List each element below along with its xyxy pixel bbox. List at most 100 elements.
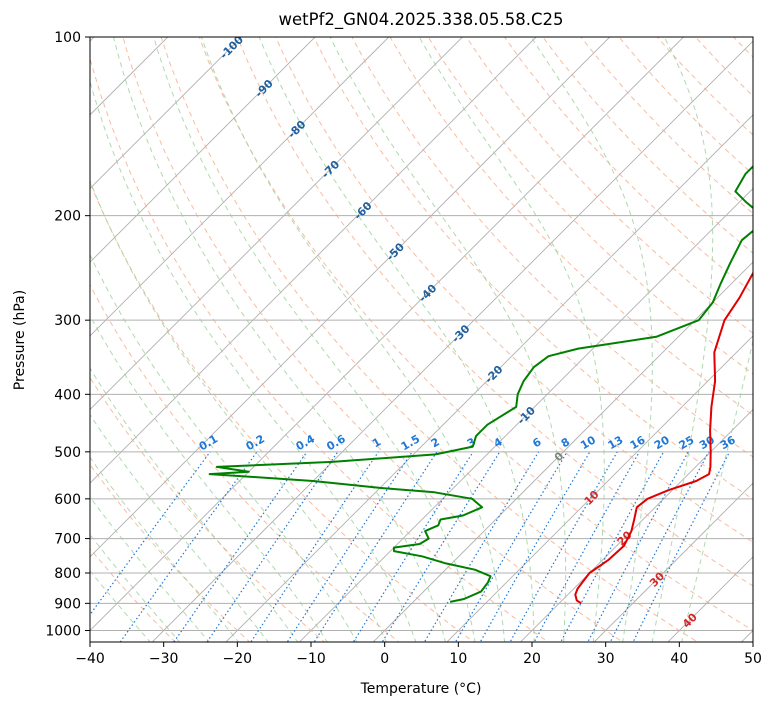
chart-title: wetPf2_GN04.2025.338.05.58.C25	[279, 10, 564, 30]
x-tick-label: −30	[149, 651, 179, 667]
mixing-ratio-line	[286, 451, 413, 642]
y-tick-label: 100	[54, 30, 81, 46]
y-tick-label: 500	[54, 445, 81, 461]
mixing-ratio-label: 8	[559, 435, 572, 450]
mixing-ratio-label: 30	[697, 433, 717, 452]
moist-adiabat-line	[200, 37, 506, 642]
isotherm-line	[90, 37, 464, 411]
temperature-line	[574, 271, 753, 605]
isotherm-line	[446, 335, 753, 642]
isotherm-line	[90, 37, 537, 484]
moist-adiabat-line	[90, 413, 269, 642]
mixing-ratio-line	[533, 451, 640, 642]
moist-adiabat-line	[90, 570, 151, 642]
y-tick-label: 600	[54, 492, 81, 508]
isotherm-line	[90, 37, 390, 337]
x-tick-label: 0	[380, 651, 389, 667]
mixing-ratio-label: 16	[628, 433, 648, 452]
mixing-ratio-label: 6	[530, 435, 543, 450]
mixing-ratio-line	[119, 451, 258, 642]
mixing-ratio-label: 1	[370, 435, 383, 450]
isotherm-label: -30	[449, 322, 472, 345]
isotherm-line	[667, 556, 753, 642]
moist-adiabat-line	[651, 37, 714, 642]
moist-adiabat-line	[258, 37, 535, 642]
isotherm-label: -90	[253, 77, 276, 100]
isotherm-line	[372, 261, 753, 642]
mixing-ratio-line	[352, 451, 474, 642]
x-tick-label: 10	[449, 651, 467, 667]
moist-adiabat-line	[90, 179, 387, 642]
x-tick-label: −10	[296, 651, 326, 667]
mixing-ratio-label: 20	[652, 433, 672, 452]
moist-adiabat-line	[90, 496, 210, 642]
moist-adiabat-line	[90, 253, 358, 642]
y-axis-title: Pressure (hPa)	[12, 290, 28, 390]
y-tick-label: 700	[54, 532, 81, 548]
dry-adiabat-line	[275, 37, 753, 543]
mixing-ratio-line	[560, 451, 665, 642]
dry-adiabat-line	[236, 37, 753, 587]
isotherm-line	[593, 482, 753, 642]
moist-adiabat-line	[418, 37, 605, 642]
x-tick-label: 50	[744, 651, 762, 667]
background-grid	[90, 24, 775, 655]
dry-adiabat-line	[198, 37, 753, 632]
isotherm-label: 40	[680, 610, 700, 630]
dry-adiabat-line	[427, 37, 753, 375]
mixing-ratio-line	[423, 451, 540, 642]
moist-adiabat-line	[329, 37, 567, 642]
dry-adiabat-line	[122, 37, 624, 642]
moist-adiabat-line	[530, 37, 653, 642]
y-tick-label: 400	[54, 387, 81, 403]
isotherm-label: -70	[319, 158, 342, 181]
y-tick-label: 900	[54, 596, 81, 612]
isotherm-line	[225, 114, 753, 642]
moist-adiabat-line	[90, 367, 299, 642]
isotherm-label: -80	[285, 118, 308, 141]
mixing-ratio-label: 0.4	[294, 432, 318, 453]
isotherm-label: -50	[384, 240, 407, 263]
mixing-ratio-line	[587, 451, 689, 642]
x-axis-title: Temperature (°C)	[360, 681, 482, 697]
dry-adiabat-line	[351, 37, 753, 458]
isotherm-line	[519, 408, 753, 642]
moist-adiabat-line	[90, 456, 240, 642]
isotherm-label: 10	[582, 488, 602, 508]
mixing-ratio-line	[454, 451, 568, 642]
mixing-ratio-label: 2	[429, 435, 442, 450]
moist-adiabat-line	[681, 338, 753, 642]
isotherm-line	[151, 40, 753, 642]
mixing-ratio-line	[381, 451, 501, 642]
mixing-ratio-label: 0.2	[244, 432, 267, 453]
dry-adiabat-line	[542, 37, 753, 254]
dry-adiabat-line	[90, 56, 550, 642]
dry-adiabat-line	[160, 37, 699, 642]
dry-adiabat-line	[465, 37, 753, 334]
dry-adiabat-line	[732, 37, 753, 58]
mixing-ratio-label: 25	[677, 433, 697, 452]
mixing-ratio-line	[250, 451, 379, 642]
x-tick-label: −20	[223, 651, 253, 667]
x-tick-label: 20	[523, 651, 541, 667]
y-tick-label: 1000	[45, 624, 81, 640]
mixing-ratio-line	[632, 451, 731, 642]
dry-adiabat-line	[90, 463, 251, 642]
mixing-ratio-label: 36	[718, 433, 738, 452]
isotherm-line	[90, 37, 611, 558]
dewpoint-line	[208, 164, 753, 603]
y-tick-label: 800	[54, 566, 81, 582]
mixing-ratio-line	[90, 451, 211, 616]
dry-adiabat-line	[90, 283, 400, 642]
isotherm-label: -20	[482, 363, 505, 386]
moist-adiabat-line	[153, 37, 476, 642]
dry-adiabat-line	[90, 181, 475, 642]
moist-adiabat-line	[90, 314, 328, 642]
line-labels: 0.1 0.2 0.4 0.6 1 1.5 2 3 4 6 8 10 13 16 20 25 30 36-100-…	[197, 37, 738, 631]
dry-adiabat-line	[694, 37, 753, 97]
mixing-ratio-label: 13	[606, 433, 626, 452]
isotherm-label: -10	[515, 404, 538, 427]
mixing-ratio-label: 10	[578, 433, 598, 452]
dry-adiabat-line	[758, 24, 775, 655]
